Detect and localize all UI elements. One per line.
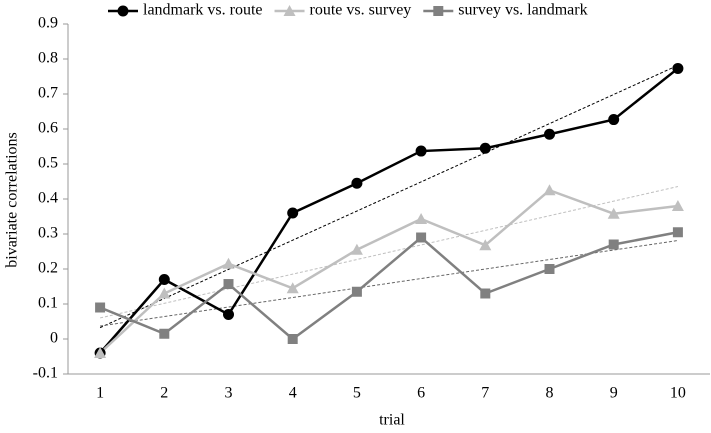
marker	[158, 287, 171, 299]
marker	[159, 328, 170, 339]
marker	[286, 282, 299, 294]
trend-line	[99, 64, 679, 329]
x-axis-label: trial	[379, 412, 405, 429]
marker	[433, 6, 444, 16]
marker	[607, 207, 620, 219]
marker	[415, 145, 427, 157]
y-tick-label: 0.2	[38, 260, 58, 277]
marker	[416, 232, 427, 243]
marker	[479, 142, 491, 154]
marker	[608, 114, 620, 126]
marker	[223, 279, 234, 290]
trend-line	[100, 240, 678, 327]
marker	[222, 257, 235, 269]
y-tick-label: 0.5	[38, 155, 58, 172]
legend-label: landmark vs. route	[143, 2, 263, 19]
marker	[350, 243, 363, 255]
x-tick-label: 5	[353, 385, 361, 402]
x-tick-label: 7	[481, 385, 489, 402]
y-axis-label: bivariate correlations	[4, 132, 21, 268]
marker	[544, 128, 555, 140]
series-line	[99, 67, 679, 354]
marker	[351, 286, 362, 297]
y-tick-label: 0.1	[38, 295, 58, 312]
series-line	[99, 188, 679, 354]
x-tick-label: 3	[225, 385, 233, 402]
marker	[672, 62, 684, 74]
y-tick-label: 0.6	[38, 120, 58, 137]
legend-label: survey vs. landmark	[458, 2, 587, 19]
marker	[479, 239, 492, 251]
y-tick-label: -0.1	[33, 365, 58, 382]
marker	[95, 302, 106, 313]
marker	[117, 5, 129, 17]
x-tick-label: 6	[417, 385, 425, 402]
marker	[94, 347, 107, 358]
marker	[223, 309, 234, 320]
marker	[543, 184, 556, 196]
marker	[544, 264, 555, 274]
y-tick-label: 0.8	[38, 50, 58, 67]
x-tick-label: 10	[670, 385, 686, 402]
y-tick-label: 0.7	[38, 85, 58, 102]
marker	[287, 334, 298, 344]
legend-label: route vs. survey	[310, 2, 412, 19]
x-tick-label: 8	[546, 385, 554, 402]
trend-line	[99, 186, 679, 319]
x-tick-label: 2	[160, 385, 168, 402]
marker	[158, 274, 170, 285]
legend-item: route vs. survey	[274, 2, 412, 19]
marker	[283, 5, 296, 16]
marker	[608, 239, 619, 250]
y-tick-label: 0	[50, 330, 58, 347]
marker	[672, 227, 683, 238]
marker	[351, 177, 363, 189]
series-line	[99, 231, 679, 341]
y-tick-label: 0.9	[38, 15, 58, 32]
marker	[671, 200, 684, 211]
x-tick-label: 9	[610, 385, 618, 402]
legend-item: landmark vs. route	[108, 2, 263, 19]
marker	[287, 207, 299, 219]
marker	[480, 288, 491, 299]
legend-item: survey vs. landmark	[423, 2, 588, 19]
marker	[415, 212, 428, 224]
y-tick-label: 0.4	[38, 190, 58, 207]
y-tick-label: 0.3	[38, 225, 58, 242]
x-tick-label: 1	[96, 385, 104, 402]
x-tick-label: 4	[289, 385, 297, 402]
